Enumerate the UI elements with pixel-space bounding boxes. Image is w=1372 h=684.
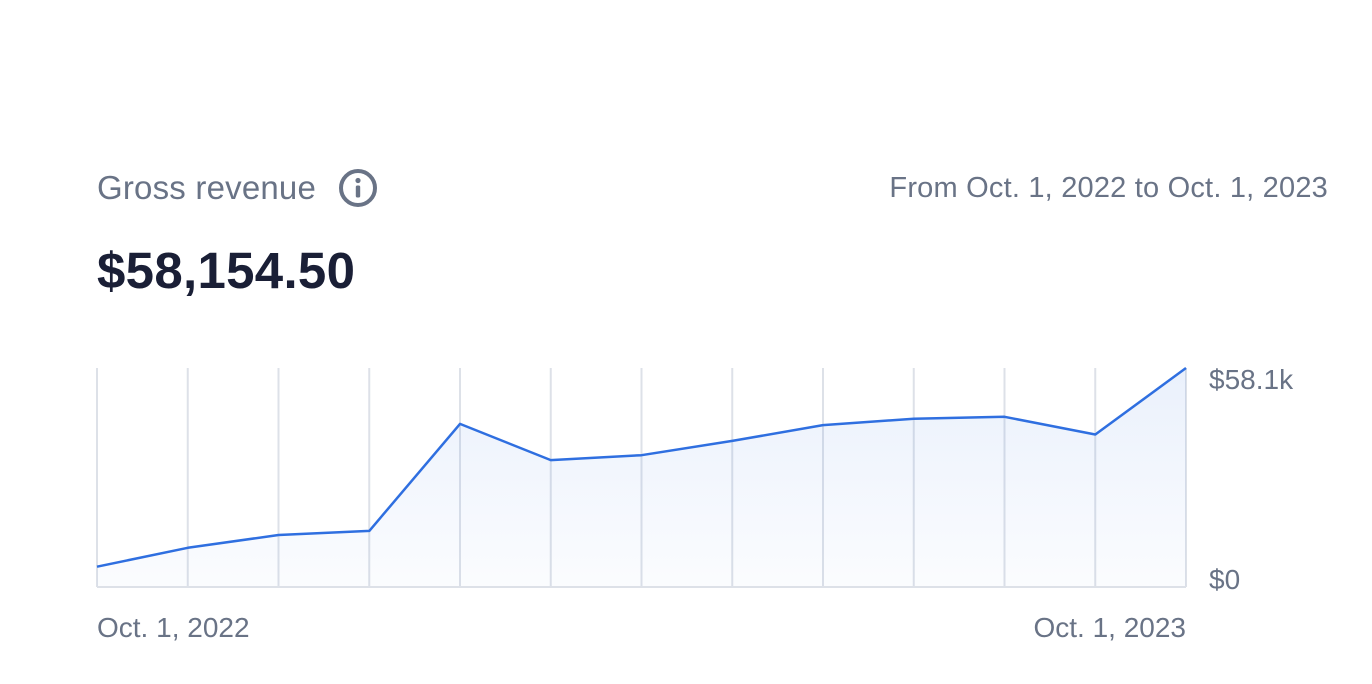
x-tick-label-start: Oct. 1, 2022 (97, 612, 250, 643)
info-circle-icon[interactable] (338, 168, 378, 208)
data-point[interactable] (999, 411, 1011, 423)
title-row: Gross revenue (97, 168, 378, 208)
data-point[interactable] (545, 454, 557, 466)
date-range: From Oct. 1, 2022 to Oct. 1, 2023 (889, 172, 1328, 204)
data-point[interactable] (91, 561, 103, 573)
x-tick-label-end: Oct. 1, 2023 (1033, 612, 1186, 643)
data-point[interactable] (454, 418, 466, 430)
series-line (96, 366, 1187, 568)
data-point[interactable] (363, 525, 375, 537)
info-circle-icon-graphic (339, 169, 378, 207)
y-tick-label-min: $0 (1209, 564, 1240, 595)
data-point[interactable] (817, 419, 829, 431)
chart-title: Gross revenue (97, 169, 317, 206)
data-point[interactable] (726, 435, 738, 447)
data-point[interactable] (182, 542, 194, 554)
data-point[interactable] (908, 413, 920, 425)
data-point[interactable] (1089, 428, 1101, 440)
series-area (97, 368, 1186, 587)
total-amount: $58,154.50 (97, 242, 356, 299)
data-point[interactable] (1180, 362, 1192, 374)
data-point[interactable] (636, 449, 648, 461)
y-tick-label-max: $58.1k (1209, 364, 1294, 395)
data-point[interactable] (273, 529, 285, 541)
